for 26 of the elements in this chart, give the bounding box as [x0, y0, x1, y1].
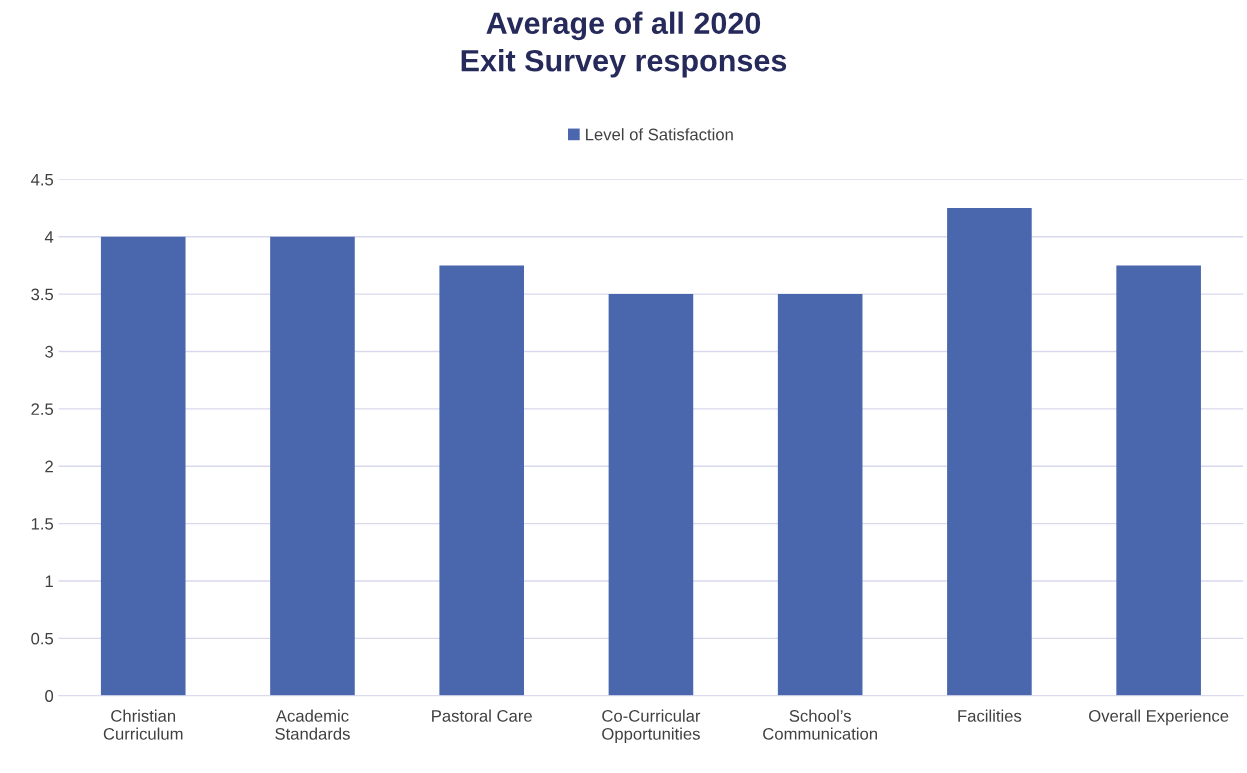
y-tick-label: 0.5 [31, 632, 54, 645]
chart-title: Average of all 2020 Exit Survey responses [461, 11, 787, 78]
legend-label: Level of Satisfaction [586, 128, 733, 141]
y-tick-label: 1 [45, 575, 53, 587]
x-tick-label: Pastoral Care [432, 709, 532, 722]
bar [1116, 265, 1201, 696]
x-tick-label: Academic Standards [275, 709, 350, 740]
bar [777, 294, 863, 696]
x-tick-label: Facilities [958, 709, 1022, 722]
bar [608, 294, 694, 696]
y-tick-label: 0 [45, 690, 54, 702]
y-tick-label: 4 [44, 231, 54, 243]
y-tick-label: 2.5 [31, 403, 54, 416]
bar [270, 236, 355, 696]
y-tick-label: 1.5 [31, 518, 54, 530]
bar [947, 208, 1032, 696]
x-tick-label: Overall Experience [1089, 709, 1229, 726]
y-tick-label: 4.5 [30, 173, 54, 186]
y-tick-label: 2 [45, 460, 53, 473]
x-tick-label: Co-Curricular Opportunities [602, 709, 701, 744]
x-tick-label: Christian Curriculum [103, 709, 183, 740]
bar [100, 236, 186, 696]
x-tick-label: School’s Communication [763, 709, 877, 740]
bar [439, 265, 525, 696]
y-tick-label: 3.5 [31, 288, 54, 301]
y-tick-label: 3 [45, 345, 54, 358]
